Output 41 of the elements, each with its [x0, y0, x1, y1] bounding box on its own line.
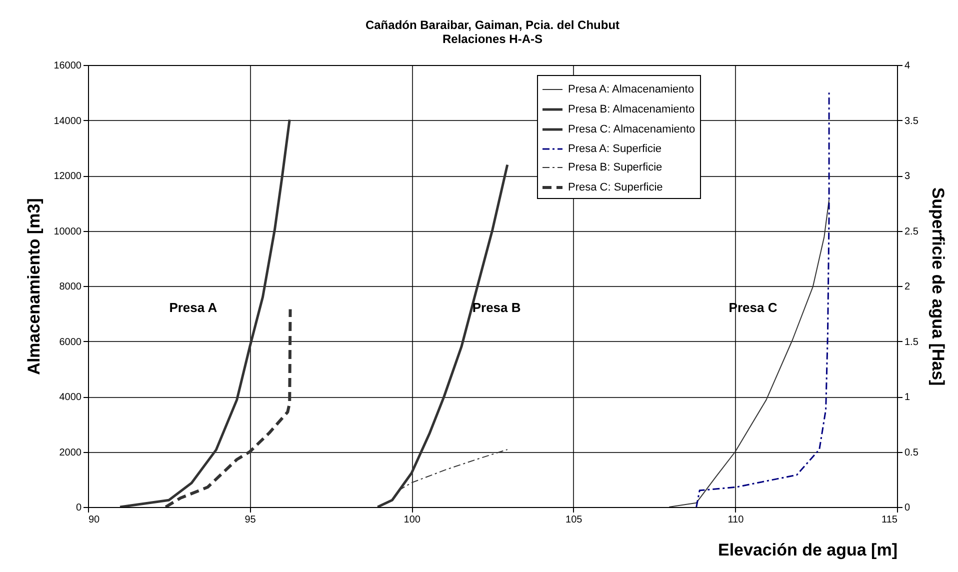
x-tick-label: 115: [882, 514, 898, 526]
legend-label: Presa C: Almacenamiento: [568, 124, 696, 136]
y-tick-label: 16000: [54, 60, 82, 72]
y-tick-label: 12000: [54, 171, 82, 182]
y2-tick-label: 2.5: [904, 226, 919, 238]
y-tick-label: 2000: [59, 447, 82, 458]
x-axis-title: Elevación de agua [m]: [718, 540, 898, 560]
x-tick-label: 105: [566, 514, 583, 526]
line-series: [376, 163, 509, 507]
y2-tick-label: 0.5: [904, 447, 919, 458]
y-tick-label: 0: [76, 502, 82, 514]
legend-label: Presa C: Superficie: [568, 182, 663, 194]
x-tick-label: 90: [88, 514, 100, 526]
annotation: Presa B: [472, 300, 521, 316]
x-tick-label: 100: [404, 514, 421, 526]
y-tick-label: 6000: [59, 336, 82, 348]
y-tick-label: 10000: [54, 226, 82, 238]
y2-tick-label: 2: [904, 282, 910, 292]
y2-tick-label: 1: [904, 392, 910, 403]
y-axis-title: Almacenamiento [m3]: [24, 198, 44, 375]
legend-label: Presa B: Superficie: [568, 162, 662, 174]
line-series: [118, 118, 291, 507]
line-series: [696, 92, 830, 507]
legend-label: Presa A: Superficie: [568, 143, 662, 155]
y2-tick-label: 3.5: [904, 116, 919, 127]
y2-tick-label: 3: [904, 171, 910, 182]
annotation: Presa A: [169, 300, 218, 316]
y2-tick-label: 4: [904, 60, 910, 72]
y2-tick-label: 0: [904, 502, 910, 514]
y2-axis-title: Superficie de agua [Has]: [928, 187, 948, 386]
y-tick-label: 14000: [54, 116, 82, 127]
legend-label: Presa A: Almacenamiento: [568, 84, 694, 96]
y-tick-label: 8000: [59, 282, 82, 292]
x-tick-label: 110: [728, 514, 744, 526]
legend-label: Presa B: Almacenamiento: [568, 104, 695, 116]
line-series: [668, 199, 830, 507]
y2-tick-label: 1.5: [904, 336, 919, 348]
y-tick-label: 4000: [59, 392, 82, 403]
x-tick-label: 95: [244, 514, 256, 526]
chart-subtitle: Relaciones H-A-S: [442, 32, 543, 46]
chart-title: Cañadón Baraibar, Gaiman, Pcia. del Chubut: [365, 18, 620, 32]
